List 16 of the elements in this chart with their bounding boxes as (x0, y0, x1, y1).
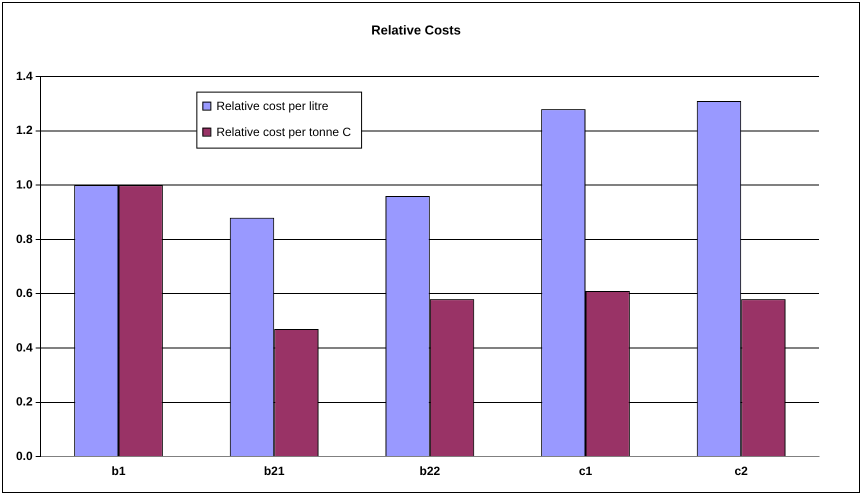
x-tick-label: b21 (264, 464, 285, 478)
x-tick-label: c1 (578, 464, 592, 478)
y-tick-label: 1.4 (16, 68, 33, 83)
x-tick-label: c2 (734, 464, 748, 478)
legend-label: Relative cost per litre (216, 98, 329, 113)
legend-label: Relative cost per tonne C (216, 124, 352, 139)
y-tick-label: 0.2 (16, 394, 33, 409)
chart-title: Relative Costs (371, 22, 461, 38)
y-tick-label: 0.0 (16, 448, 33, 463)
y-tick-label: 0.4 (16, 340, 33, 354)
y-tick-label: 0.6 (16, 286, 33, 300)
x-tick-label: b1 (112, 464, 126, 478)
y-tick-label: 1.0 (16, 177, 33, 192)
x-tick-label: b22 (419, 464, 440, 478)
y-tick-label: 1.2 (16, 123, 33, 138)
y-tick-label: 0.8 (16, 232, 33, 246)
